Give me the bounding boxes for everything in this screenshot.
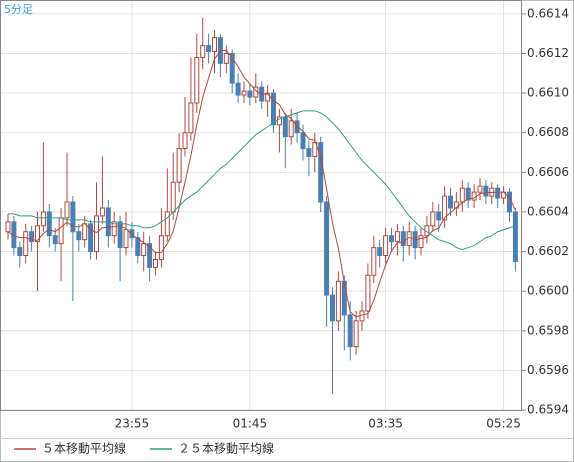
candle-body	[271, 92, 276, 126]
candle-body	[330, 294, 335, 322]
candle-body	[241, 90, 247, 96]
candle-body	[448, 195, 453, 209]
candle-body	[64, 201, 70, 219]
candle-body	[158, 235, 164, 260]
ma-line	[8, 110, 516, 251]
candle-body	[200, 45, 206, 58]
candle-body	[153, 258, 158, 268]
y-tick-label: 0.6598	[527, 323, 569, 337]
candle-body	[235, 82, 241, 96]
candle-body	[164, 211, 170, 237]
candle-body	[465, 187, 471, 201]
x-tick-label: 01:45	[233, 417, 268, 431]
y-tick-label: 0.6608	[527, 125, 569, 139]
candle-body	[300, 132, 306, 150]
y-tick-label: 0.6596	[527, 363, 569, 377]
candle-body	[212, 37, 217, 52]
y-tick-label: 0.6602	[527, 244, 569, 258]
candle-body	[247, 90, 253, 98]
candle-body	[76, 231, 82, 241]
plot-border	[0, 0, 522, 411]
legend-label: ２５本移動平均線	[178, 441, 274, 456]
candle-body	[477, 185, 483, 193]
candle-body	[353, 320, 359, 348]
candle-body	[17, 247, 23, 257]
candle-body	[318, 142, 324, 203]
candle-body	[312, 142, 318, 157]
y-tick-label: 0.6594	[527, 403, 569, 417]
candle-body	[459, 187, 465, 203]
candle-body	[347, 314, 353, 348]
candle-body	[288, 120, 294, 138]
y-tick-label: 0.6604	[527, 204, 569, 218]
candle-body	[389, 235, 394, 243]
candle-body	[418, 235, 424, 249]
candle-body	[35, 225, 40, 243]
candle-body	[512, 211, 518, 262]
candle-body	[442, 195, 448, 221]
candle-body	[430, 211, 436, 227]
candle-body	[82, 223, 88, 241]
candle-body	[88, 223, 94, 253]
candle-body	[229, 52, 235, 84]
candle-body	[400, 231, 406, 247]
candle-body	[436, 211, 442, 221]
x-tick-label: 23:55	[115, 417, 150, 431]
candle-body	[206, 45, 212, 52]
candle-body	[335, 280, 341, 322]
candle-body	[507, 191, 512, 213]
candle-body	[176, 148, 182, 183]
candle-body	[58, 217, 64, 245]
x-tick-label: 05:25	[486, 417, 521, 431]
candle-body	[194, 56, 200, 104]
x-tick-label: 03:35	[368, 417, 403, 431]
candle-body	[365, 274, 371, 312]
candle-body	[70, 201, 76, 233]
candle-body	[324, 201, 330, 296]
candle-body	[117, 221, 123, 249]
candle-body	[182, 132, 188, 150]
candle-body	[306, 148, 312, 157]
candle-body	[170, 181, 176, 213]
candle-body	[341, 280, 347, 316]
candle-body	[147, 243, 153, 268]
candle-body	[111, 221, 117, 237]
candle-body	[141, 243, 147, 257]
candle-body	[495, 187, 501, 199]
candle-body	[94, 215, 99, 253]
candle-body	[188, 102, 194, 134]
candle-body	[265, 92, 271, 102]
candle-body	[483, 185, 489, 197]
candle-body	[135, 237, 141, 257]
candle-body	[123, 229, 129, 249]
candle-body	[383, 235, 389, 257]
candle-body	[282, 116, 288, 138]
candle-body	[29, 231, 35, 243]
candle-body	[377, 247, 383, 257]
candle-body	[99, 207, 105, 217]
candle-body	[371, 247, 377, 276]
candle-body	[394, 231, 400, 243]
chart-title: 5分足	[4, 3, 33, 16]
candle-body	[5, 221, 11, 233]
candle-body	[276, 116, 282, 126]
legend: ５本移動平均線 ２５本移動平均線	[14, 441, 274, 456]
y-tick-label: 0.6612	[527, 46, 569, 60]
plot	[5, 17, 518, 395]
legend-label: ５本移動平均線	[42, 441, 126, 456]
candle-body	[23, 231, 29, 257]
candle-body	[52, 235, 58, 245]
candle-body	[40, 211, 46, 227]
candle-body	[129, 229, 135, 239]
candle-body	[471, 191, 477, 201]
y-tick-label: 0.6606	[527, 165, 569, 179]
candle-body	[46, 211, 52, 237]
ma-line	[7, 49, 516, 318]
y-tick-label: 0.6600	[527, 284, 569, 298]
candle-body	[223, 52, 229, 64]
y-tick-label: 0.6610	[527, 86, 569, 100]
y-tick-label: 0.6614	[527, 6, 569, 20]
